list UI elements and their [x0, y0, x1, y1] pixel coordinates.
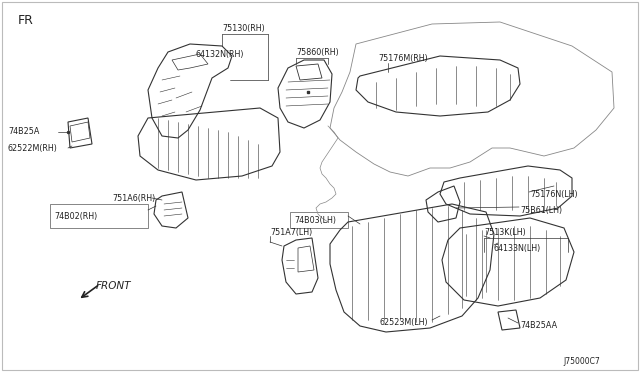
Text: FRONT: FRONT [96, 281, 131, 291]
Text: 75B61(LH): 75B61(LH) [520, 205, 562, 215]
Text: 74B25AA: 74B25AA [520, 321, 557, 330]
Text: 64133N(LH): 64133N(LH) [494, 244, 541, 253]
Text: 62523M(LH): 62523M(LH) [380, 317, 429, 327]
Text: 75176N(LH): 75176N(LH) [530, 190, 578, 199]
Text: 75130(RH): 75130(RH) [222, 23, 265, 32]
Text: 74B25A: 74B25A [8, 128, 40, 137]
Text: 64132N(RH): 64132N(RH) [196, 51, 244, 60]
Text: 62522M(RH): 62522M(RH) [8, 144, 58, 153]
Text: 74B02(RH): 74B02(RH) [54, 212, 97, 221]
Text: 751A6(RH): 751A6(RH) [112, 193, 156, 202]
Text: 75860(RH): 75860(RH) [296, 48, 339, 57]
Text: 74B03(LH): 74B03(LH) [294, 215, 336, 224]
Text: J75000C7: J75000C7 [563, 357, 600, 366]
Text: 7513K(LH): 7513K(LH) [484, 228, 525, 237]
Text: 751A7(LH): 751A7(LH) [270, 228, 312, 237]
Text: FR: FR [18, 13, 34, 26]
Text: 75176M(RH): 75176M(RH) [378, 54, 428, 62]
